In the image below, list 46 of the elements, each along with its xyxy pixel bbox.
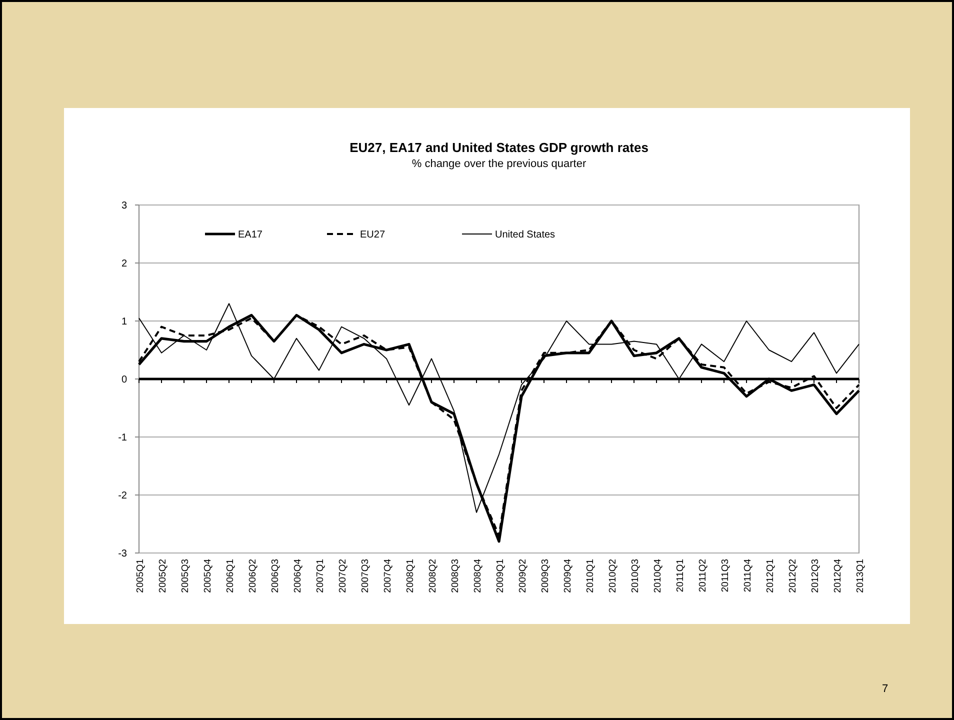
x-tick-label: 2011Q2 (698, 559, 708, 592)
x-tick-label: 2007Q1 (315, 559, 326, 593)
x-tick-label: 2011Q1 (675, 559, 686, 592)
x-tick-label: 2009Q4 (562, 559, 574, 593)
x-tick-label: 2012Q3 (810, 559, 821, 593)
legend-label: United States (495, 230, 556, 240)
x-tick-label: 2005Q1 (135, 559, 146, 593)
x-tick-label: 2010Q3 (630, 559, 641, 593)
x-tick-label: 2005Q4 (202, 559, 214, 593)
x-tick-label: 2011Q3 (720, 559, 731, 592)
x-tick-label: 2009Q2 (518, 559, 528, 593)
x-tick-label: 2010Q4 (652, 559, 664, 593)
y-tick-label: 0 (121, 374, 128, 386)
x-tick-label: 2008Q3 (450, 559, 461, 593)
chart-title: EU27, EA17 and United States GDP growth rates (350, 140, 648, 155)
x-tick-label: 2007Q3 (360, 559, 371, 593)
x-tick-label: 2006Q3 (270, 559, 281, 593)
x-tick-label: 2005Q2 (158, 559, 168, 593)
x-tick-label: 2012Q4 (832, 559, 844, 593)
x-tick-label: 2011Q4 (742, 559, 754, 592)
x-tick-label: 2008Q4 (472, 559, 484, 593)
legend-label: EA17 (238, 230, 263, 240)
x-tick-label: 2010Q2 (608, 559, 618, 593)
x-tick-label: 2006Q4 (292, 559, 304, 593)
x-tick-label: 2005Q3 (180, 559, 191, 593)
x-tick-label: 2010Q1 (585, 559, 596, 593)
x-tick-label: 2007Q2 (338, 559, 348, 593)
x-tick-label: 2012Q1 (765, 559, 776, 593)
x-tick-label: 2006Q1 (225, 559, 236, 593)
x-tick-label: 2009Q3 (540, 559, 551, 593)
y-tick-label: -2 (118, 490, 128, 502)
x-tick-label: 2012Q2 (788, 559, 798, 593)
legend-label: EU27 (360, 230, 386, 240)
x-tick-label: 2008Q2 (428, 559, 438, 593)
y-tick-label: 2 (121, 258, 128, 270)
text: 7 (882, 683, 888, 695)
chart-subtitle: % change over the previous quarter (412, 158, 586, 170)
y-tick-label: -1 (118, 432, 128, 444)
x-tick-label: 2013Q1 (855, 559, 866, 593)
y-tick-label: 1 (121, 316, 128, 328)
x-tick-label: 2006Q2 (248, 559, 258, 593)
x-tick-label: 2007Q4 (382, 559, 394, 593)
x-tick-label: 2008Q1 (405, 559, 416, 593)
y-tick-label: -3 (118, 548, 128, 560)
y-tick-label: 3 (121, 200, 128, 212)
x-tick-label: 2009Q1 (495, 559, 506, 593)
